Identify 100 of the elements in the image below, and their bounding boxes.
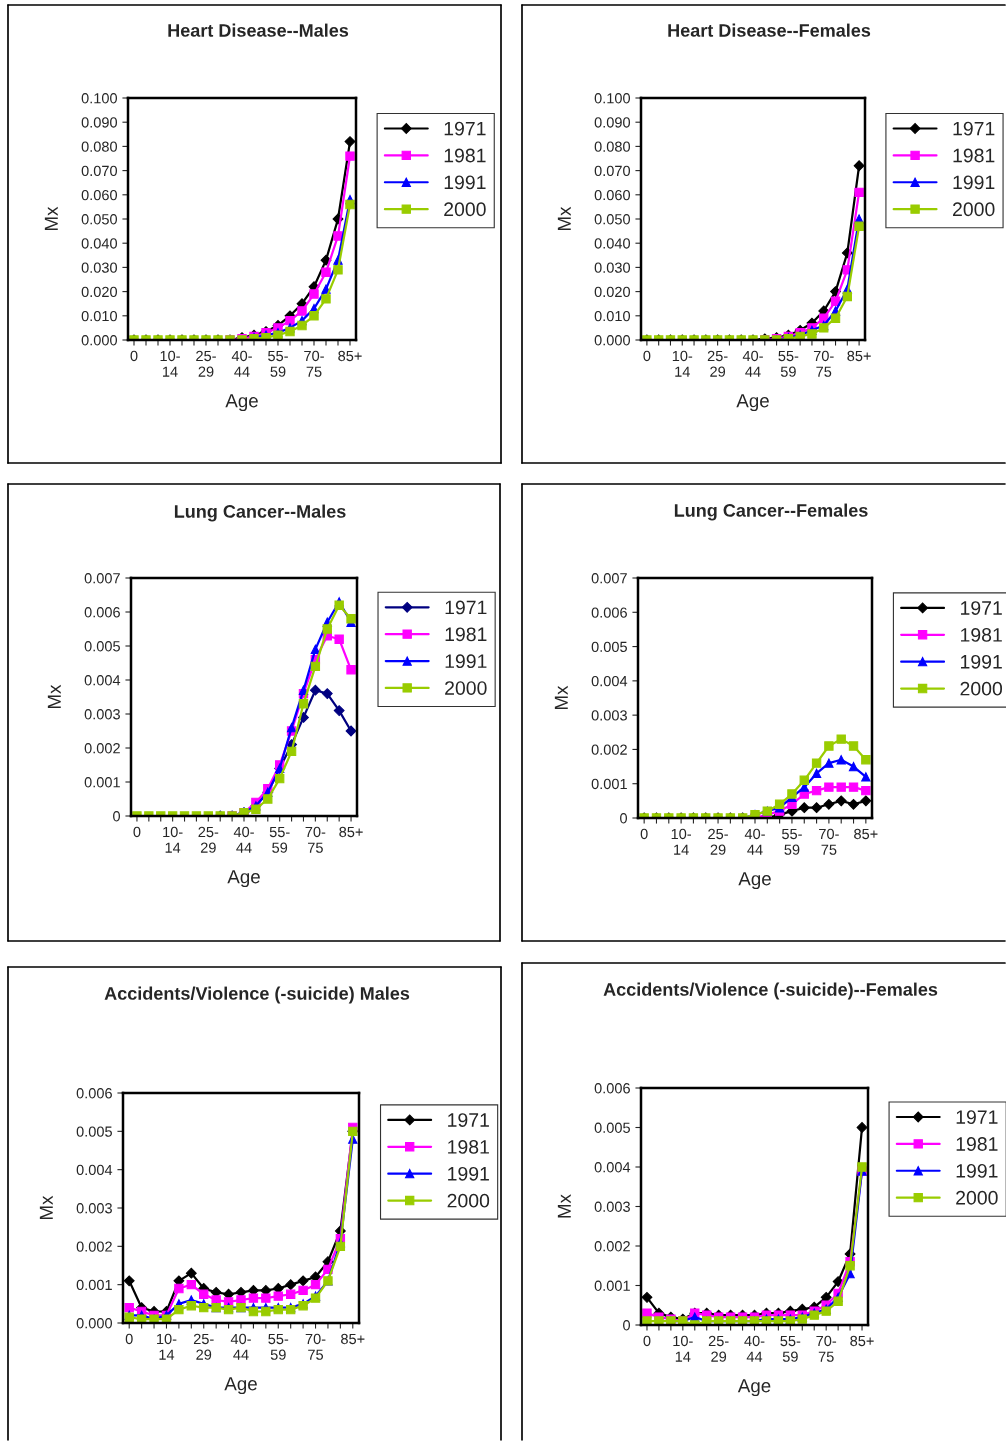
x-tick-label: 10- 14	[160, 350, 180, 377]
legend-label: 2000	[953, 202, 995, 217]
legend-label: 1971	[953, 121, 995, 136]
legend-label: 1971	[444, 121, 486, 136]
y-tick-label: 0	[113, 811, 121, 822]
y-tick-label: 0.050	[81, 214, 118, 225]
chart-title: Heart Disease--Females	[668, 23, 871, 37]
x-tick-label: 0	[133, 826, 141, 838]
x-tick-label: 70- 75	[305, 1333, 326, 1360]
y-axis-title: Mx	[554, 685, 568, 709]
x-tick-label: 40- 44	[744, 828, 765, 855]
y-tick-label: 0.080	[81, 141, 118, 152]
y-tick-label: 0.010	[81, 310, 118, 322]
legend-label: 1991	[445, 654, 487, 669]
y-tick-label: 0.060	[81, 189, 118, 201]
x-tick-label: 0	[130, 350, 138, 362]
x-tick-label: 55- 59	[778, 350, 799, 377]
y-tick-label: 0.001	[591, 778, 627, 790]
x-tick-label: 85+	[338, 350, 362, 362]
legend-label: 1981	[445, 627, 487, 642]
y-tick-label: 0.003	[76, 1203, 112, 1214]
y-tick-label: 0.040	[594, 238, 631, 249]
x-tick-label: 85+	[854, 828, 878, 840]
legend-label: 1991	[956, 1163, 998, 1178]
x-tick-label: 0	[640, 828, 648, 840]
x-tick-label: 10- 14	[157, 1333, 177, 1360]
x-tick-label: 55- 59	[781, 828, 802, 855]
legend-label: 1981	[961, 628, 1002, 642]
y-axis-title: Mx	[39, 1195, 53, 1219]
x-tick-label: 55- 59	[268, 1333, 289, 1360]
x-tick-label: 85+	[339, 826, 363, 838]
x-tick-label: 70- 75	[813, 350, 834, 377]
chart-title: Accidents/Violence (-suicide)--Females	[603, 982, 938, 1000]
x-axis-title: Age	[227, 870, 260, 888]
legend-label: 1981	[953, 148, 995, 163]
y-tick-label: 0.080	[594, 141, 631, 152]
legend-label: 1971	[448, 1113, 489, 1127]
x-tick-label: 25- 29	[708, 828, 728, 855]
y-tick-label: 0.006	[591, 607, 627, 618]
legend-label: 1991	[953, 175, 995, 190]
x-axis-title: Age	[225, 394, 258, 412]
legend-label: 2000	[444, 202, 486, 217]
x-tick-label: 0	[643, 350, 651, 362]
x-tick-label: 55- 59	[268, 350, 288, 377]
y-tick-label: 0.030	[81, 262, 118, 273]
y-tick-label: 0.070	[81, 165, 118, 177]
x-tick-label: 85+	[847, 350, 871, 362]
y-tick-label: 0.006	[76, 1088, 112, 1099]
y-tick-label: 0.004	[594, 1162, 631, 1173]
y-tick-label: 0.030	[594, 262, 631, 273]
legend-label: 1971	[956, 1110, 998, 1125]
y-tick-label: 0.003	[594, 1201, 630, 1212]
legend-label: 1971	[445, 600, 487, 615]
legend-label: 2000	[445, 681, 487, 695]
y-axis-title: Mx	[44, 206, 58, 230]
y-tick-label: 0.020	[81, 286, 118, 298]
legend-label: 1981	[448, 1140, 489, 1154]
y-tick-label: 0.070	[594, 165, 631, 177]
x-tick-label: 85+	[341, 1333, 365, 1345]
y-tick-label: 0.001	[594, 1280, 630, 1291]
x-tick-label: 70- 75	[816, 1335, 837, 1362]
y-tick-label: 0.060	[594, 189, 631, 201]
y-tick-label: 0.007	[591, 573, 627, 584]
y-tick-label: 0.004	[591, 675, 628, 687]
y-tick-label: 0.005	[76, 1126, 112, 1137]
x-axis-title: Age	[737, 1379, 771, 1397]
y-tick-label: 0.002	[591, 744, 627, 755]
x-tick-label: 25- 29	[198, 826, 219, 853]
x-tick-label: 40- 44	[233, 826, 254, 853]
x-axis-title: Age	[224, 1377, 257, 1395]
y-tick-label: 0.020	[594, 286, 631, 298]
x-axis-title: Age	[736, 394, 769, 412]
y-tick-label: 0.090	[594, 117, 631, 128]
legend-label: 2000	[447, 1193, 490, 1208]
x-tick-label: 40- 44	[744, 1335, 765, 1362]
x-tick-label: 0	[125, 1333, 133, 1345]
x-tick-label: 10- 14	[673, 1335, 693, 1362]
legend-label: 1991	[448, 1166, 489, 1181]
x-tick-label: 55- 59	[269, 826, 290, 853]
y-tick-label: 0.006	[84, 607, 120, 618]
y-axis-title: Mx	[557, 206, 571, 230]
y-tick-label: 0.040	[81, 238, 118, 249]
legend-label: 1981	[956, 1137, 998, 1151]
x-tick-label: 70- 75	[305, 826, 326, 853]
y-tick-label: 0.001	[76, 1279, 112, 1291]
x-tick-label: 10- 14	[163, 826, 183, 853]
y-tick-label: 0.090	[81, 117, 118, 128]
y-tick-label: 0.001	[84, 777, 120, 788]
chart-title: Accidents/Violence (-suicide) Males	[104, 986, 410, 1004]
x-tick-label: 85+	[850, 1335, 874, 1347]
x-tick-label: 25- 29	[708, 1335, 729, 1362]
y-tick-label: 0.100	[81, 93, 118, 104]
y-tick-label: 0.050	[594, 214, 631, 225]
legend-label: 2000	[960, 681, 1003, 696]
y-tick-label: 0.010	[594, 310, 631, 322]
x-tick-label: 25- 29	[707, 350, 728, 377]
y-tick-label: 0.002	[84, 743, 120, 754]
y-tick-label: 0.000	[76, 1318, 113, 1329]
x-tick-label: 55- 59	[780, 1335, 801, 1362]
x-tick-label: 0	[643, 1335, 651, 1347]
